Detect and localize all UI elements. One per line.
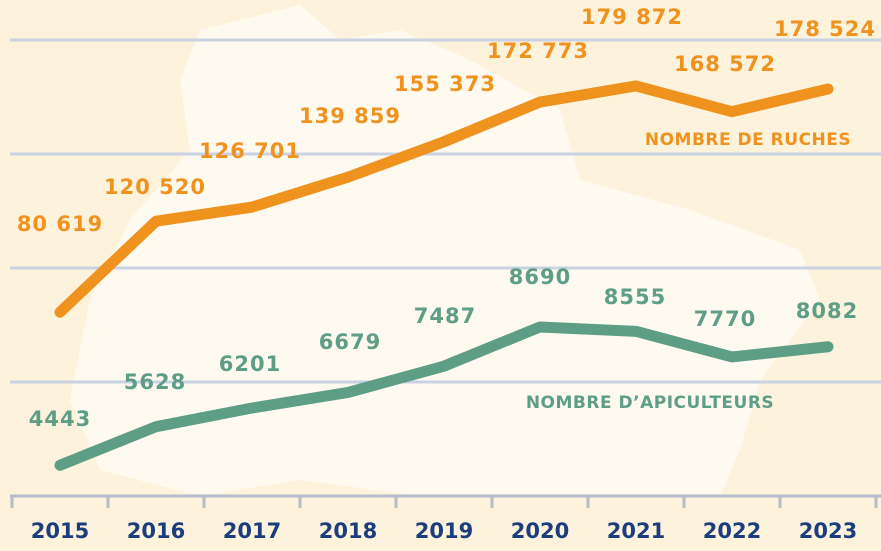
data-label: 179 872 bbox=[581, 5, 683, 29]
x-tick-label: 2021 bbox=[607, 519, 665, 543]
x-tick-label: 2023 bbox=[799, 519, 857, 543]
x-tick-label: 2015 bbox=[31, 519, 89, 543]
x-tick-label: 2020 bbox=[511, 519, 569, 543]
series-line bbox=[54, 80, 834, 318]
series-line bbox=[54, 321, 834, 471]
data-label: 139 859 bbox=[299, 104, 401, 128]
data-label: 6201 bbox=[219, 352, 281, 376]
data-label: 8082 bbox=[796, 299, 858, 323]
series-name: NOMBRE DE RUCHES bbox=[645, 130, 851, 150]
data-label: 7770 bbox=[694, 307, 756, 331]
data-label: 5628 bbox=[124, 370, 186, 394]
map-shape bbox=[70, 5, 820, 496]
x-tick-label: 2022 bbox=[703, 519, 761, 543]
data-label: 7487 bbox=[414, 304, 476, 328]
data-label: 6679 bbox=[319, 330, 381, 354]
series-name: NOMBRE D’APICULTEURS bbox=[526, 393, 774, 413]
data-label: 172 773 bbox=[487, 39, 589, 63]
data-label: 155 373 bbox=[394, 72, 496, 96]
data-label: 8555 bbox=[604, 285, 666, 309]
data-label: 8690 bbox=[509, 265, 571, 289]
data-label: 4443 bbox=[29, 407, 91, 431]
data-label: 126 701 bbox=[199, 139, 301, 163]
data-label: 168 572 bbox=[674, 52, 776, 76]
data-label: 120 520 bbox=[104, 175, 206, 199]
data-label: 178 524 bbox=[774, 17, 876, 41]
x-tick-label: 2017 bbox=[223, 519, 281, 543]
x-tick-label: 2016 bbox=[127, 519, 185, 543]
data-label: 80 619 bbox=[17, 212, 103, 236]
x-tick-label: 2018 bbox=[319, 519, 377, 543]
x-tick-label: 2019 bbox=[415, 519, 473, 543]
